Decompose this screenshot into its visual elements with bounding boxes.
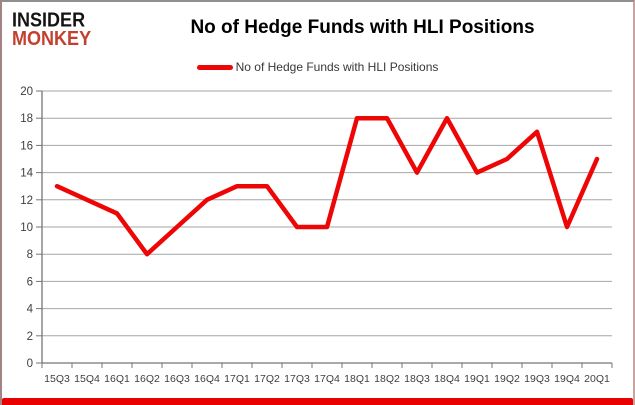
y-axis-label: 4 — [27, 304, 34, 316]
x-axis-label: 16Q3 — [164, 373, 190, 385]
legend: No of Hedge Funds with HLI Positions — [2, 60, 633, 74]
bottom-red-band — [2, 398, 633, 405]
y-axis-label: 12 — [20, 195, 33, 207]
y-axis-label: 6 — [27, 276, 33, 288]
x-axis-label: 19Q3 — [524, 373, 550, 385]
x-axis-label: 15Q3 — [44, 373, 70, 385]
x-axis-label: 19Q4 — [554, 373, 580, 385]
data-series-line — [54, 115, 600, 257]
x-axis-label: 16Q1 — [104, 373, 130, 385]
x-axis-label: 19Q1 — [464, 373, 490, 385]
legend-label: No of Hedge Funds with HLI Positions — [235, 60, 439, 74]
y-axis-label: 0 — [27, 358, 33, 370]
x-axis-label: 17Q1 — [224, 373, 250, 385]
logo-text-insider: INSIDER — [12, 8, 86, 32]
x-axis-label: 18Q2 — [374, 373, 400, 385]
logo-text-monkey: MONKEY — [12, 27, 92, 51]
x-axis-label: 19Q2 — [494, 373, 520, 385]
x-axis-label: 17Q4 — [314, 373, 340, 385]
y-axis-label: 2 — [27, 331, 33, 343]
x-axis-label: 17Q3 — [284, 373, 310, 385]
y-axis-label: 16 — [20, 140, 33, 152]
y-axis-label: 20 — [20, 86, 33, 98]
x-axis-label: 18Q3 — [404, 373, 430, 385]
legend-line-marker — [196, 64, 233, 70]
x-axis-label: 15Q4 — [74, 373, 100, 385]
y-axis-label: 18 — [20, 113, 33, 125]
y-axis-label: 8 — [27, 249, 33, 261]
x-axis-label: 17Q2 — [254, 373, 280, 385]
x-axis-label: 18Q1 — [344, 373, 370, 385]
x-axis-label: 16Q4 — [194, 373, 220, 385]
y-axis-label: 10 — [20, 222, 33, 234]
x-axis-label: 18Q4 — [434, 373, 460, 385]
y-axis-label: 14 — [20, 168, 33, 180]
x-axis-label: 20Q1 — [584, 373, 610, 385]
insider-monkey-logo: INSIDER MONKEY — [12, 8, 92, 51]
x-axis-label: 16Q2 — [134, 373, 160, 385]
chart-title: No of Hedge Funds with HLI Positions — [190, 17, 535, 38]
